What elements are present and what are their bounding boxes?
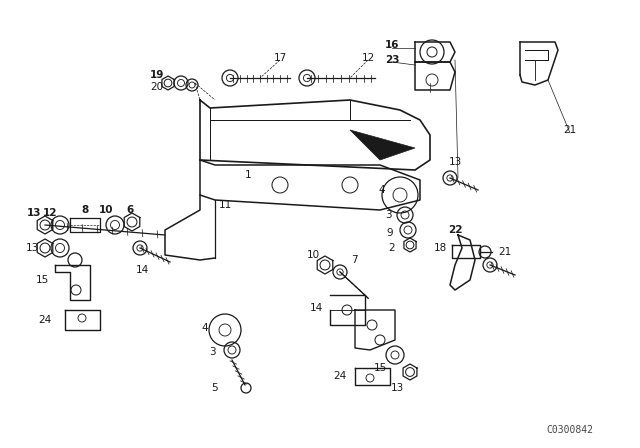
Text: 4: 4: [202, 323, 208, 333]
Text: 15: 15: [35, 275, 49, 285]
Text: 3: 3: [209, 347, 215, 357]
Text: 20: 20: [150, 82, 164, 92]
Text: 13: 13: [449, 157, 461, 167]
Polygon shape: [350, 130, 415, 160]
Text: 2: 2: [388, 243, 396, 253]
Text: 17: 17: [273, 53, 287, 63]
Text: 18: 18: [433, 243, 447, 253]
Text: 13: 13: [27, 208, 41, 218]
Text: 14: 14: [309, 303, 323, 313]
Text: 4: 4: [379, 185, 385, 195]
Text: 12: 12: [362, 53, 374, 63]
Text: 13: 13: [26, 243, 38, 253]
Text: 21: 21: [563, 125, 577, 135]
Text: 7: 7: [351, 255, 357, 265]
Text: 9: 9: [387, 228, 394, 238]
Text: 10: 10: [307, 250, 319, 260]
Text: 22: 22: [448, 225, 462, 235]
Text: 16: 16: [385, 40, 399, 50]
Text: 8: 8: [81, 205, 88, 215]
Text: 6: 6: [126, 205, 134, 215]
Text: 5: 5: [212, 383, 218, 393]
Text: 24: 24: [38, 315, 52, 325]
Text: 11: 11: [218, 200, 232, 210]
Text: 3: 3: [385, 210, 391, 220]
Text: 14: 14: [136, 265, 148, 275]
Text: 12: 12: [43, 208, 57, 218]
Text: 10: 10: [99, 205, 113, 215]
Text: C0300842: C0300842: [547, 425, 593, 435]
Text: 21: 21: [499, 247, 511, 257]
Text: 19: 19: [150, 70, 164, 80]
Text: 13: 13: [390, 383, 404, 393]
Text: 1: 1: [244, 170, 252, 180]
Text: 23: 23: [385, 55, 399, 65]
Text: 24: 24: [333, 371, 347, 381]
Text: 15: 15: [373, 363, 387, 373]
